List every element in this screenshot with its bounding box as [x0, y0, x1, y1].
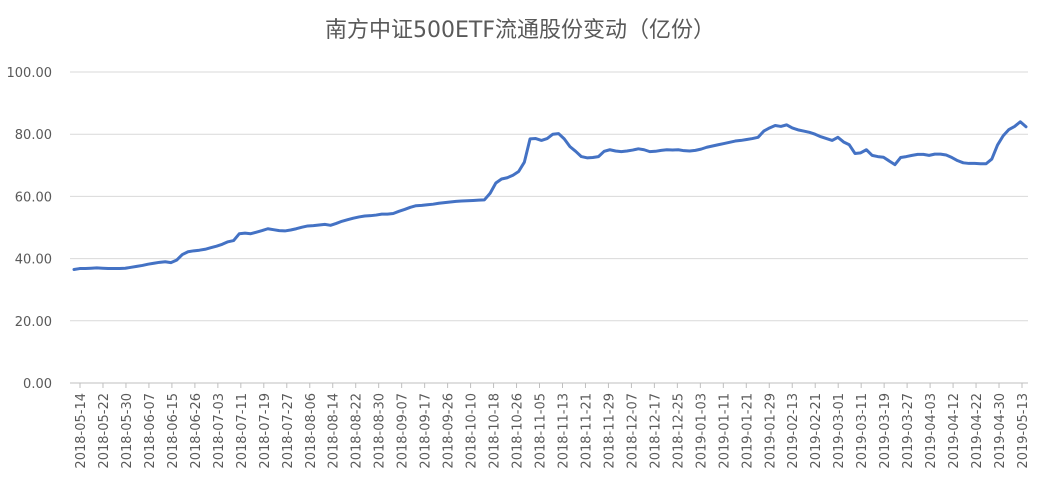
x-tick-label: 2018-11-05: [534, 393, 549, 469]
x-tick-label: 2018-08-06: [304, 393, 319, 469]
y-tick-label: 20.00: [15, 315, 52, 330]
x-tick-label: 2019-04-30: [993, 393, 1008, 469]
series-layer: [72, 120, 1028, 271]
y-tick-label: 60.00: [15, 190, 52, 205]
x-tick-label: 2019-01-03: [694, 393, 709, 469]
x-tick-label: 2018-08-30: [373, 393, 388, 469]
x-tick-label: 2019-04-22: [970, 393, 985, 469]
x-tick-label: 2018-07-27: [281, 393, 296, 469]
x-tick-label: 2019-03-01: [832, 393, 847, 469]
x-tick-label: 2018-10-26: [511, 393, 526, 469]
x-tick-label: 2018-05-22: [97, 393, 112, 469]
x-tick-label: 2018-10-18: [488, 393, 503, 469]
x-tick-label: 2018-12-07: [625, 393, 640, 469]
y-axis-ticks: 0.00 20.00 40.00 60.00 80.00 100.00: [7, 66, 53, 392]
x-axis-ticks: 2018-05-14 2018-05-22 2018-05-30 2018-06-07…: [74, 383, 1031, 469]
x-tick-label: 2019-03-11: [855, 393, 870, 469]
x-tick-label: 2018-07-11: [235, 393, 250, 469]
series-line: [72, 120, 1028, 271]
x-tick-label: 2018-09-26: [442, 393, 457, 469]
x-tick-label: 2018-12-17: [648, 393, 663, 469]
y-tick-label: 40.00: [15, 253, 52, 268]
x-tick-label: 2018-06-26: [189, 393, 204, 469]
x-tick-label: 2019-05-13: [1016, 393, 1031, 469]
x-tick-label: 2018-06-15: [166, 393, 181, 469]
x-tick-label: 2018-05-14: [74, 393, 89, 469]
x-tick-label: 2019-01-11: [717, 393, 732, 469]
x-tick-label: 2019-03-19: [878, 393, 893, 469]
x-tick-label: 2018-08-14: [327, 393, 342, 469]
x-tick-label: 2019-04-12: [947, 393, 962, 469]
x-tick-label: 2019-01-21: [740, 393, 755, 469]
x-tick-label: 2018-11-13: [556, 393, 571, 469]
x-tick-label: 2018-05-30: [120, 393, 135, 469]
chart-title: 南方中证500ETF流通股份变动（亿份）: [325, 18, 715, 43]
x-tick-label: 2018-11-21: [579, 393, 594, 469]
x-tick-label: 2018-09-07: [396, 393, 411, 469]
x-tick-label: 2018-06-07: [143, 393, 158, 469]
x-tick-label: 2019-01-29: [763, 393, 778, 469]
grid-layer: [70, 71, 1028, 384]
y-tick-label: 0.00: [23, 377, 52, 392]
x-tick-label: 2019-02-21: [809, 393, 824, 469]
x-tick-label: 2018-12-25: [671, 393, 686, 469]
x-tick-label: 2018-09-17: [419, 393, 434, 469]
y-tick-label: 100.00: [7, 66, 53, 81]
x-tick-label: 2018-07-03: [212, 393, 227, 469]
x-tick-label: 2018-08-22: [350, 393, 365, 469]
x-tick-label: 2019-02-13: [786, 393, 801, 469]
x-tick-label: 2018-07-19: [258, 393, 273, 469]
y-tick-label: 80.00: [15, 128, 52, 143]
x-tick-label: 2018-10-10: [465, 393, 480, 469]
x-tick-label: 2019-03-27: [901, 393, 916, 469]
x-tick-label: 2018-11-29: [602, 393, 617, 469]
x-tick-label: 2019-04-03: [924, 393, 939, 469]
